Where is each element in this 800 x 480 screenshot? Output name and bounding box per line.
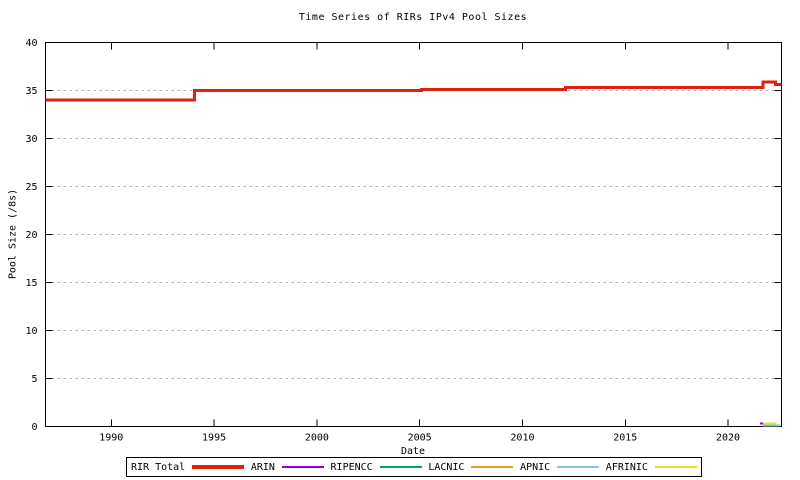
x-tick-label-2000: 2000	[305, 433, 329, 444]
x-tick-label-1990: 1990	[99, 433, 123, 444]
legend-swatch-lacnic	[471, 466, 514, 468]
legend-item-ripencc: RIPENCC	[331, 462, 422, 473]
legend-item-lacnic: LACNIC	[428, 461, 514, 473]
x-tick-label-2020: 2020	[716, 433, 740, 444]
legend-swatch-ripencc	[379, 466, 422, 468]
legend-item-apnic: APNIC	[520, 461, 600, 473]
legend-item-rir-total: RIR Total	[131, 461, 245, 473]
legend-item-afrinic: AFRINIC	[606, 462, 697, 473]
y-tick-label-0: 0	[31, 422, 37, 433]
y-tick-label-25: 25	[25, 182, 37, 193]
legend-label-arin: ARIN	[250, 461, 275, 473]
legend-label-lacnic: LACNIC	[428, 461, 465, 473]
y-tick-label-15: 15	[25, 278, 37, 289]
x-tick-label-1995: 1995	[202, 433, 226, 444]
legend-item-arin: ARIN	[251, 462, 324, 473]
y-tick-label-30: 30	[25, 134, 37, 145]
x-tick-label-2005: 2005	[408, 433, 432, 444]
legend-swatch-arin	[281, 466, 324, 468]
chart-title: Time Series of RIRs IPv4 Pool Sizes	[298, 12, 528, 23]
legend-box: RIR Total ARIN RIPENCC LACNIC APNIC AFRINIC	[126, 457, 702, 477]
x-tick-label-2010: 2010	[510, 433, 534, 444]
legend-label-afrinic: AFRINIC	[605, 461, 648, 473]
x-axis-label: Date	[400, 446, 426, 457]
legend-swatch-rir-total	[192, 465, 245, 469]
legend-label-ripencc: RIPENCC	[330, 461, 373, 473]
legend-swatch-afrinic	[654, 466, 697, 468]
y-tick-label-10: 10	[25, 326, 37, 337]
y-tick-label-20: 20	[25, 230, 37, 241]
legend-swatch-apnic	[557, 466, 600, 468]
legend-label-apnic: APNIC	[520, 461, 551, 473]
y-tick-label-40: 40	[25, 38, 37, 49]
legend-label-rir-total: RIR Total	[131, 461, 186, 473]
x-tick-label-2015: 2015	[613, 433, 637, 444]
y-tick-label-35: 35	[25, 86, 37, 97]
series-line-rir-total	[45, 80, 782, 102]
y-tick-label-5: 5	[31, 374, 37, 385]
